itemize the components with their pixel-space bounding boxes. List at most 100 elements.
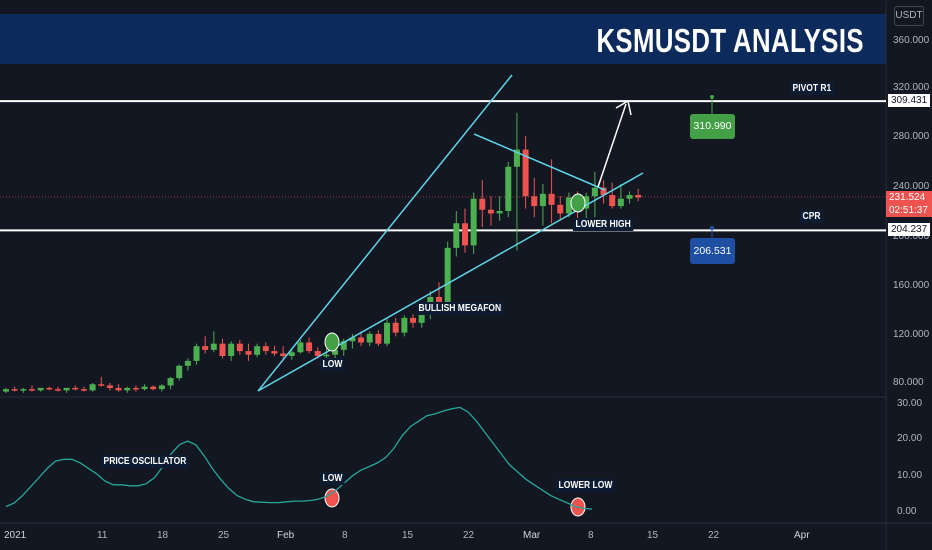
time-tick: 15 — [647, 530, 659, 541]
candle-body — [505, 166, 512, 211]
oscillator-tick: 10.00 — [897, 470, 923, 481]
candle-body — [314, 351, 321, 356]
candle-body — [150, 386, 157, 390]
price-tick: 120.000 — [893, 329, 930, 340]
candle-body — [158, 385, 165, 390]
low-marker-icon — [324, 332, 340, 352]
candle-body — [210, 343, 217, 350]
price-tick: 320.000 — [893, 82, 930, 93]
oscillator-tick: 0.00 — [897, 506, 917, 517]
time-tick: 18 — [157, 530, 169, 541]
candle-body — [245, 351, 252, 355]
price-tick: 200.000 — [893, 231, 930, 242]
target-value-box: 310.990 — [690, 114, 735, 139]
time-tick: Apr — [794, 530, 810, 541]
candle-body — [349, 337, 356, 342]
candle-body — [401, 317, 408, 333]
candle-body — [531, 196, 538, 207]
time-tick: 22 — [708, 530, 720, 541]
candle-body — [591, 187, 598, 197]
price-tick: 240.000 — [893, 181, 930, 192]
candle-body — [115, 387, 122, 391]
candle-body — [617, 198, 624, 207]
candle-body — [184, 360, 191, 366]
lower-high-marker-icon — [570, 193, 586, 213]
time-tick: Feb — [277, 530, 295, 541]
candle-body — [600, 187, 607, 196]
low-oscillator-label: LOW — [320, 472, 345, 485]
cpr-label: CPR — [800, 210, 824, 223]
candle-body — [54, 389, 61, 391]
price-tick: 280.000 — [893, 131, 930, 142]
candle-body — [254, 346, 261, 355]
candle-body — [193, 346, 200, 361]
candle-body — [479, 198, 486, 210]
candle-body — [124, 387, 131, 391]
candle-body — [28, 389, 35, 391]
candle-body — [202, 346, 209, 350]
projection-arrow — [597, 103, 627, 188]
candle-body — [46, 387, 53, 390]
oscillator-tick: 20.00 — [897, 433, 923, 444]
candle-body — [392, 322, 399, 333]
candle-body — [470, 198, 477, 246]
price-tick: 160.000 — [893, 280, 930, 291]
price-tick: 360.000 — [893, 35, 930, 46]
candle-body — [98, 384, 105, 386]
candle-body — [436, 297, 442, 302]
candle-body — [444, 247, 451, 302]
candle-body — [375, 333, 382, 344]
candle-body — [167, 378, 174, 386]
lower-high-label: LOWER HIGH — [573, 218, 634, 231]
arrow-head-icon — [615, 99, 632, 116]
candle-body — [63, 387, 70, 391]
time-tick: 8 — [342, 530, 348, 541]
candle-body — [280, 353, 287, 356]
cpr-price-tag: 204.237 — [888, 223, 931, 236]
candle-body — [11, 389, 18, 391]
candle-body — [626, 195, 633, 199]
currency-selector[interactable]: USDT — [894, 6, 924, 26]
candle-body — [410, 317, 417, 323]
candle-body — [522, 149, 529, 197]
candle-body — [565, 197, 572, 214]
low-price-label: LOW — [320, 358, 345, 371]
time-tick: 11 — [97, 530, 108, 541]
candle-body — [236, 343, 243, 352]
price-tick: 80.000 — [893, 377, 924, 388]
time-tick: 15 — [402, 530, 414, 541]
candle-body — [288, 352, 295, 356]
candle-body — [262, 346, 269, 352]
candle-body — [384, 322, 391, 344]
time-tick: 2021 — [4, 530, 27, 541]
oscillator-tick: 30.00 — [897, 398, 923, 409]
time-tick: 25 — [218, 530, 230, 541]
candle-body — [461, 223, 468, 246]
bullish-megafon-label: BULLISH MEGAFON — [416, 302, 504, 315]
candle-body — [89, 384, 96, 391]
candle-body — [539, 193, 546, 207]
candle-body — [418, 309, 425, 323]
time-tick: 22 — [463, 530, 475, 541]
pivot-r1-price-tag: 309.431 — [888, 94, 931, 107]
candle-body — [513, 149, 520, 167]
candle-body — [340, 341, 347, 350]
candle-body — [297, 342, 304, 353]
candle-body — [635, 195, 642, 198]
candle-body — [366, 333, 373, 343]
oscillator-low-marker-icon — [324, 488, 340, 508]
oscillator-line — [5, 406, 593, 510]
target-dot — [710, 95, 714, 99]
title-banner: KSMUSDT ANALYSIS — [0, 14, 886, 64]
candle-body — [453, 223, 460, 248]
candle-body — [323, 354, 330, 357]
candle-body — [487, 209, 494, 214]
megaphone-upper-trendline — [257, 74, 513, 392]
support-dot — [710, 226, 714, 230]
candle-body — [141, 386, 148, 390]
time-tick: 8 — [588, 530, 594, 541]
time-tick: Mar — [523, 530, 541, 541]
candle-body — [132, 387, 139, 390]
support-value-box: 206.531 — [690, 238, 735, 264]
